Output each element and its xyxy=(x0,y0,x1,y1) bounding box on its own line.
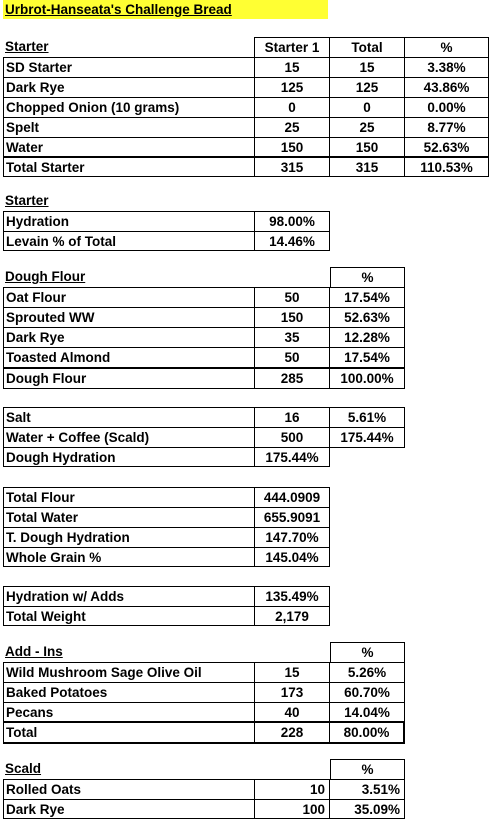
table-cell: 98.00% xyxy=(254,211,330,231)
total-cell: 110.53% xyxy=(405,156,489,177)
table-cell: 173 xyxy=(254,682,330,702)
table-row-label: Sprouted WW xyxy=(3,307,254,327)
table-cell: 15 xyxy=(254,57,330,77)
table-row-label: Dark Rye xyxy=(3,77,254,97)
table-row-label: Dark Rye xyxy=(3,327,254,347)
table-cell: 655.9091 xyxy=(254,507,330,527)
table-row-label: Total Water xyxy=(3,507,254,527)
table-cell: 0.00% xyxy=(405,97,489,117)
table-cell: 175.44% xyxy=(254,447,330,467)
table-cell: 12.28% xyxy=(330,327,405,347)
table-row-label: Dark Rye xyxy=(3,799,254,819)
table-cell: 8.77% xyxy=(405,117,489,137)
table-row-label: Water xyxy=(3,137,254,157)
table-cell: 147.70% xyxy=(254,527,330,547)
table-cell: 5.26% xyxy=(330,662,405,682)
table-cell: 500 xyxy=(254,427,330,447)
table-row-label: Total Weight xyxy=(3,606,254,626)
sheet-title: Urbrot-Hanseata's Challenge Bread xyxy=(3,0,328,19)
table-cell: 17.54% xyxy=(330,287,405,307)
table-row-label: Toasted Almond xyxy=(3,347,254,367)
table-row-label: Whole Grain % xyxy=(3,547,254,567)
table-row-label: Oat Flour xyxy=(3,287,254,307)
table-cell: 60.70% xyxy=(330,682,405,702)
table-cell: 25 xyxy=(254,117,330,137)
table-row-label: Levain % of Total xyxy=(3,231,254,251)
dough-flour-header: Dough Flour xyxy=(5,269,86,284)
table-cell: 2,179 xyxy=(254,606,330,626)
table-row-label: Hydration w/ Adds xyxy=(3,586,254,606)
total-col-header: Total xyxy=(330,37,405,57)
table-cell: 5.61% xyxy=(330,407,405,427)
table-row-label: Dough Hydration xyxy=(3,447,254,467)
total-cell: 100.00% xyxy=(330,367,405,389)
table-cell: 50 xyxy=(254,287,330,307)
add-ins-header: Add - Ins xyxy=(5,644,63,659)
total-row-label: Total xyxy=(3,721,254,744)
table-row-label: T. Dough Hydration xyxy=(3,527,254,547)
table-cell: 43.86% xyxy=(405,77,489,97)
pct-col-header: % xyxy=(330,759,405,779)
table-cell: 52.63% xyxy=(405,137,489,157)
table-cell: 100 xyxy=(254,799,330,819)
table-cell: 10 xyxy=(254,779,330,799)
table-cell: 16 xyxy=(254,407,330,427)
table-cell: 52.63% xyxy=(330,307,405,327)
table-cell: 50 xyxy=(254,347,330,367)
total-cell: 228 xyxy=(254,721,330,744)
table-row-label: Pecans xyxy=(3,702,254,722)
starter-header: Starter xyxy=(5,39,49,54)
table-cell: 17.54% xyxy=(330,347,405,367)
total-row-label: Total Starter xyxy=(3,156,254,177)
table-row-label: Salt xyxy=(3,407,254,427)
table-row-label: Total Flour xyxy=(3,487,254,507)
table-row-label: SD Starter xyxy=(3,57,254,77)
table-cell: 40 xyxy=(254,702,330,722)
table-cell: 150 xyxy=(254,307,330,327)
table-row-label: Spelt xyxy=(3,117,254,137)
table-cell: 0 xyxy=(254,97,330,117)
pct-col-header: % xyxy=(405,37,489,57)
table-cell: 145.04% xyxy=(254,547,330,567)
table-cell: 35.09% xyxy=(330,799,405,819)
table-cell: 15 xyxy=(330,57,405,77)
table-cell: 175.44% xyxy=(330,427,405,448)
pct-col-header: % xyxy=(330,642,405,662)
table-row-label: Hydration xyxy=(3,211,254,231)
table-cell: 125 xyxy=(330,77,405,97)
total-cell: 315 xyxy=(330,156,405,177)
table-cell: 444.0909 xyxy=(254,487,330,507)
pct-col-header: % xyxy=(330,267,405,287)
table-cell: 25 xyxy=(330,117,405,137)
table-row-label: Rolled Oats xyxy=(3,779,254,799)
table-cell: 35 xyxy=(254,327,330,347)
table-cell: 15 xyxy=(254,662,330,682)
total-cell: 80.00% xyxy=(330,721,405,744)
table-row-label: Water + Coffee (Scald) xyxy=(3,427,254,447)
table-cell: 14.04% xyxy=(330,702,405,722)
table-cell: 125 xyxy=(254,77,330,97)
total-row-label: Dough Flour xyxy=(3,367,254,389)
table-cell: 14.46% xyxy=(254,231,330,251)
starter-summary-header: Starter xyxy=(5,193,49,208)
table-cell: 150 xyxy=(330,137,405,157)
total-cell: 315 xyxy=(254,156,330,177)
table-cell: 150 xyxy=(254,137,330,157)
table-cell: 135.49% xyxy=(254,586,330,606)
table-cell: 3.38% xyxy=(405,57,489,77)
table-cell: 3.51% xyxy=(330,779,405,799)
starter1-col-header: Starter 1 xyxy=(254,37,330,57)
table-row-label: Chopped Onion (10 grams) xyxy=(3,97,254,117)
table-row-label: Wild Mushroom Sage Olive Oil xyxy=(3,662,254,682)
table-row-label: Baked Potatoes xyxy=(3,682,254,702)
scald-header: Scald xyxy=(5,761,42,776)
total-cell: 285 xyxy=(254,367,330,389)
table-cell: 0 xyxy=(330,97,405,117)
